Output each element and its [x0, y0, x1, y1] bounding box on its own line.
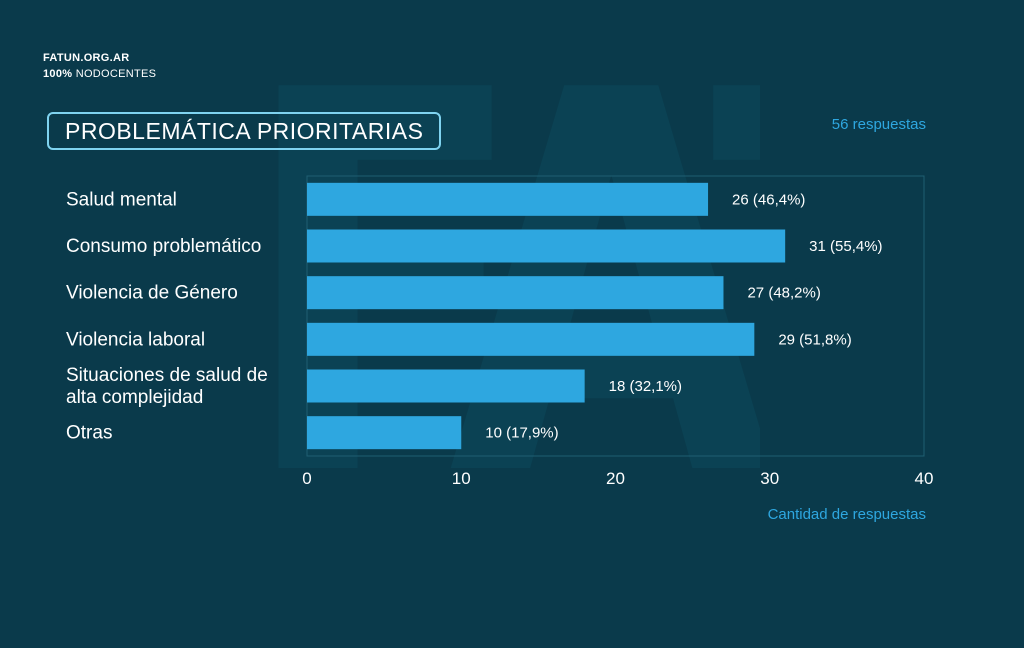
category-label: Salud mental: [66, 189, 177, 210]
bar: [307, 322, 755, 356]
x-axis-label: Cantidad de respuestas: [767, 506, 926, 523]
bar: [307, 182, 709, 216]
category-label: Otras: [66, 423, 112, 444]
brand-block: FATUN.ORG.AR 100% NODOCENTES: [43, 50, 156, 82]
data-label: 26 (46,4%): [732, 191, 805, 208]
data-label: 27 (48,2%): [747, 285, 820, 302]
category-label: Consumo problemático: [66, 236, 261, 257]
plot-area: 26 (46,4%) Salud mental 31 (55,4%) Consumo …: [66, 175, 934, 488]
brand-tagline-rest: NODOCENTES: [72, 68, 157, 80]
bar: [307, 369, 585, 403]
chart-title: PROBLEMÁTICA PRIORITARIAS: [65, 117, 424, 144]
plot-frame: [306, 175, 925, 457]
data-label: 18 (32,1%): [609, 378, 682, 395]
category-label: Situaciones de salud de: [66, 365, 268, 386]
data-label: 29 (51,8%): [778, 331, 851, 348]
x-tick-label: 20: [606, 469, 625, 488]
x-tick-label: 10: [452, 469, 471, 488]
category-label: Violencia de Género: [66, 283, 238, 304]
chart-title-box: PROBLEMÁTICA PRIORITARIAS: [47, 112, 442, 150]
bar: [307, 229, 786, 263]
x-tick-label: 40: [915, 469, 934, 488]
category-label: alta complejidad: [66, 387, 203, 408]
responses-count: 56 respuestas: [831, 116, 926, 133]
data-label: 31 (55,4%): [809, 238, 882, 255]
x-tick-label: 30: [760, 469, 779, 488]
x-tick-label: 0: [302, 469, 311, 488]
bar: [307, 276, 724, 310]
brand-tagline-bold: 100%: [43, 68, 73, 80]
bar-chart: 26 (46,4%) Salud mental 31 (55,4%) Consumo …: [66, 175, 934, 488]
brand-site[interactable]: FATUN.ORG.AR: [43, 52, 130, 64]
category-label: Violencia laboral: [66, 329, 205, 350]
data-label: 10 (17,9%): [485, 425, 558, 442]
brand-tagline: 100% NODOCENTES: [43, 68, 156, 80]
bar: [307, 416, 462, 450]
